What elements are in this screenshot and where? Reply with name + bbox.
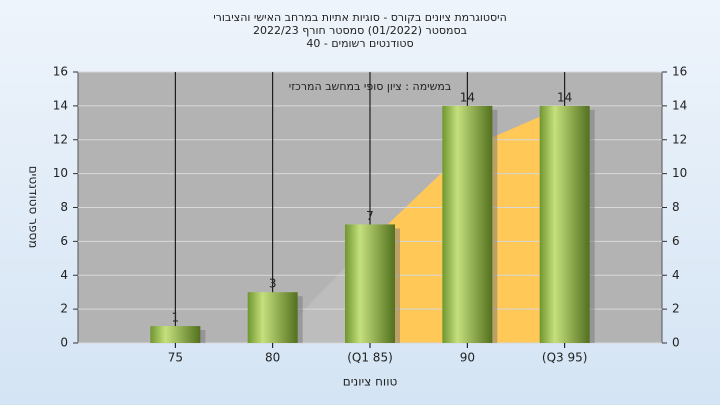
y-axis-label: מספר סטודנטים <box>27 166 41 249</box>
bar <box>442 105 493 343</box>
x-tick-label: (Q3 95) <box>542 351 588 365</box>
y-tick-label: 0 <box>60 336 68 350</box>
x-tick-label: 90 <box>460 351 475 365</box>
bar <box>150 326 201 343</box>
bar <box>539 105 590 343</box>
y-tick-label: 10 <box>53 166 68 180</box>
y2-tick-label: 2 <box>672 302 680 316</box>
data-label: 1 <box>172 311 180 325</box>
y2-tick-label: 8 <box>672 200 680 214</box>
bar <box>247 292 298 343</box>
y2-tick-label: 4 <box>672 268 680 282</box>
title-line: בסמסטר (01/2022) סמסטר חורף 2022/23 <box>253 24 467 37</box>
data-label: 7 <box>366 209 374 223</box>
y-tick-label: 12 <box>53 132 68 146</box>
title-line: היסטוגרמת ציונים בקורס - סוגיות אתיות במ… <box>213 11 507 24</box>
y-tick-label: 6 <box>60 234 68 248</box>
data-label: 14 <box>557 90 572 104</box>
y2-tick-label: 14 <box>672 98 687 112</box>
plot: 0 0 2 2 4 4 6 6 8 8 10 10 12 12 14 14 16 16 75 1 80 3 (Q1 85) 7… <box>53 65 688 365</box>
title-line: סטודנטים רשומים - 40 <box>306 37 413 50</box>
x-tick-label: 80 <box>265 351 280 365</box>
data-label: 14 <box>460 90 475 104</box>
bar <box>345 224 395 343</box>
y2-tick-label: 10 <box>672 166 687 180</box>
y-tick-label: 14 <box>53 98 68 112</box>
y2-tick-label: 12 <box>672 132 687 146</box>
y2-tick-label: 6 <box>672 234 680 248</box>
y-tick-label: 4 <box>60 268 68 282</box>
x-tick-label: 75 <box>168 351 183 365</box>
x-axis-label: טווח ציונים <box>343 375 398 389</box>
y-tick-label: 8 <box>60 200 68 214</box>
y2-tick-label: 0 <box>672 336 680 350</box>
data-label: 3 <box>269 277 277 291</box>
y2-tick-label: 16 <box>672 65 687 79</box>
y-tick-label: 2 <box>60 302 68 316</box>
x-tick-label: (Q1 85) <box>347 351 393 365</box>
y-tick-label: 16 <box>53 65 68 79</box>
